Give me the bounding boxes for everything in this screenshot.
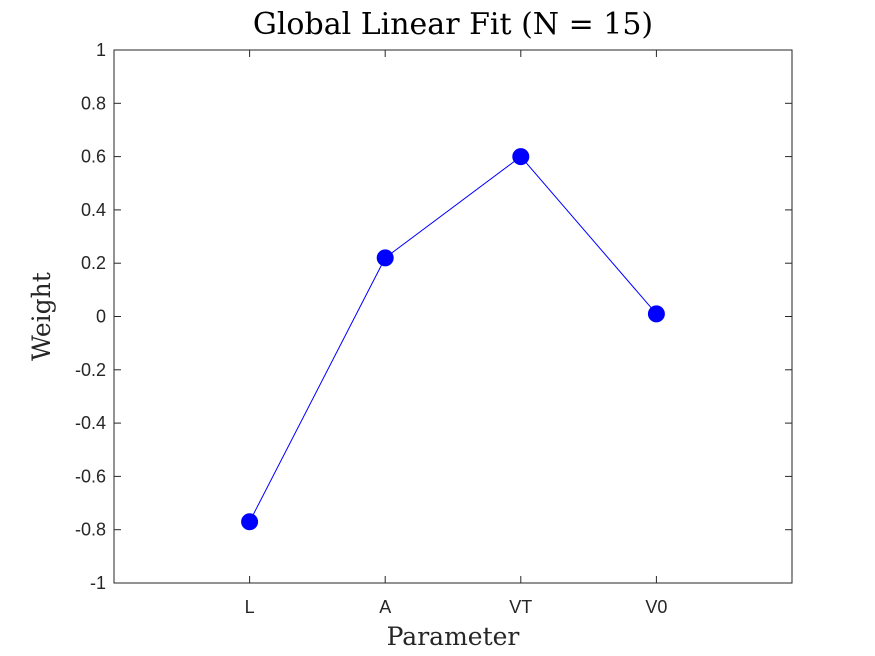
y-tick-label: 1 [96, 40, 106, 60]
y-axis-label: Weight [27, 272, 56, 361]
data-point [647, 305, 665, 323]
chart-title: Global Linear Fit (N = 15) [253, 7, 653, 42]
y-tick-label: 0 [96, 307, 106, 327]
data-point [376, 249, 394, 267]
x-axis-label: Parameter [387, 622, 520, 651]
y-tick-label: 0.2 [81, 253, 106, 273]
y-tick-label: 0.8 [81, 93, 106, 113]
y-axis: 1 0.8 0.6 0.4 0.2 0 -0.2 -0.4 -0.6 -0.8 -1 [75, 40, 792, 593]
x-tick-label: VT [509, 597, 532, 617]
data-point [241, 513, 259, 531]
data-series [241, 148, 665, 531]
y-tick-label: 0.6 [81, 147, 106, 167]
series-line [249, 155, 657, 522]
x-axis: L A VT V0 [245, 50, 667, 617]
axes-box [113, 49, 793, 584]
x-tick-label: A [379, 597, 391, 617]
y-tick-label: -0.2 [75, 360, 106, 380]
y-tick-label: -0.6 [75, 466, 106, 486]
x-tick-label: L [245, 597, 255, 617]
y-tick-label: 0.4 [81, 200, 106, 220]
x-tick-label: V0 [645, 597, 667, 617]
y-tick-label: -1 [90, 573, 106, 593]
data-point [512, 148, 530, 166]
plot-area [113, 49, 793, 584]
y-tick-label: -0.8 [75, 520, 106, 540]
y-tick-label: -0.4 [75, 413, 106, 433]
